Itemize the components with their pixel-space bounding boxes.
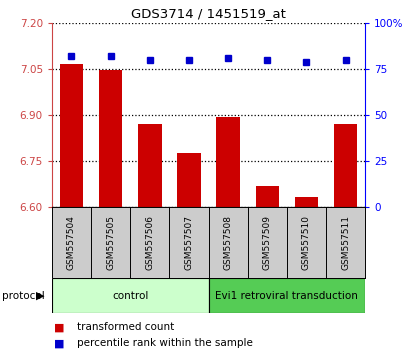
Bar [60,64,83,207]
Text: ■: ■ [54,338,64,348]
Bar [177,153,201,207]
Bar [334,124,357,207]
Text: ■: ■ [54,322,64,332]
Bar [256,185,279,207]
Text: GSM557506: GSM557506 [145,215,154,270]
Text: GSM557505: GSM557505 [106,215,115,270]
Text: GSM557507: GSM557507 [184,215,193,270]
Title: GDS3714 / 1451519_at: GDS3714 / 1451519_at [131,7,286,21]
Text: GSM557504: GSM557504 [67,215,76,270]
Text: transformed count: transformed count [77,322,174,332]
Bar [216,116,240,207]
Text: ▶: ▶ [36,291,44,301]
Text: Evi1 retroviral transduction: Evi1 retroviral transduction [215,291,358,301]
Text: percentile rank within the sample: percentile rank within the sample [77,338,253,348]
Text: GSM557510: GSM557510 [302,215,311,270]
Bar [99,70,122,207]
Bar [52,278,209,313]
Text: GSM557508: GSM557508 [224,215,233,270]
Bar [295,197,318,207]
Text: GSM557511: GSM557511 [341,215,350,270]
Text: control: control [112,291,149,301]
Bar [138,124,161,207]
Text: GSM557509: GSM557509 [263,215,272,270]
Text: protocol: protocol [2,291,45,301]
Bar [209,278,365,313]
